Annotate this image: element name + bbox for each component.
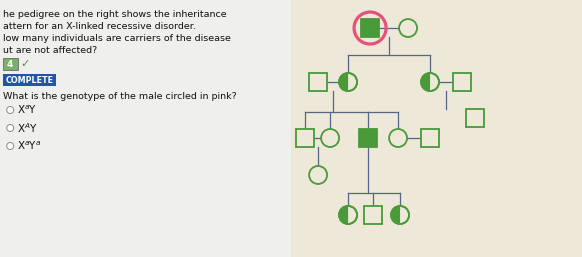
Circle shape: [391, 206, 409, 224]
FancyBboxPatch shape: [3, 58, 17, 70]
Text: he pedigree on the right shows the inheritance: he pedigree on the right shows the inher…: [3, 10, 227, 19]
Wedge shape: [421, 73, 430, 91]
FancyBboxPatch shape: [3, 74, 56, 86]
Circle shape: [7, 106, 14, 114]
Text: What is the genotype of the male circled in pink?: What is the genotype of the male circled…: [3, 92, 237, 101]
Text: COMPLETE: COMPLETE: [5, 76, 53, 85]
Text: ut are not affected?: ut are not affected?: [3, 46, 97, 55]
Circle shape: [339, 73, 357, 91]
Bar: [364, 206, 382, 224]
Circle shape: [7, 124, 14, 132]
Bar: [421, 129, 439, 147]
Wedge shape: [339, 206, 348, 224]
Bar: [453, 73, 471, 91]
Text: X$^a$Y$^a$: X$^a$Y$^a$: [17, 140, 41, 152]
Bar: [296, 129, 314, 147]
Bar: [0, 0, 291, 257]
Text: ✓: ✓: [20, 59, 30, 69]
Wedge shape: [391, 206, 400, 224]
Text: X$^a$Y: X$^a$Y: [17, 104, 37, 116]
Wedge shape: [339, 73, 348, 91]
Circle shape: [421, 73, 439, 91]
Bar: [309, 73, 327, 91]
Circle shape: [399, 19, 417, 37]
Circle shape: [389, 129, 407, 147]
Circle shape: [339, 206, 357, 224]
Text: low many individuals are carriers of the disease: low many individuals are carriers of the…: [3, 34, 231, 43]
Circle shape: [7, 142, 14, 150]
Text: X$^A$Y: X$^A$Y: [17, 121, 38, 135]
Text: 4: 4: [7, 60, 13, 69]
Bar: [361, 19, 379, 37]
Bar: [359, 129, 377, 147]
Bar: [466, 109, 484, 127]
Text: attern for an X-linked recessive disorder.: attern for an X-linked recessive disorde…: [3, 22, 196, 31]
Circle shape: [309, 166, 327, 184]
Circle shape: [321, 129, 339, 147]
